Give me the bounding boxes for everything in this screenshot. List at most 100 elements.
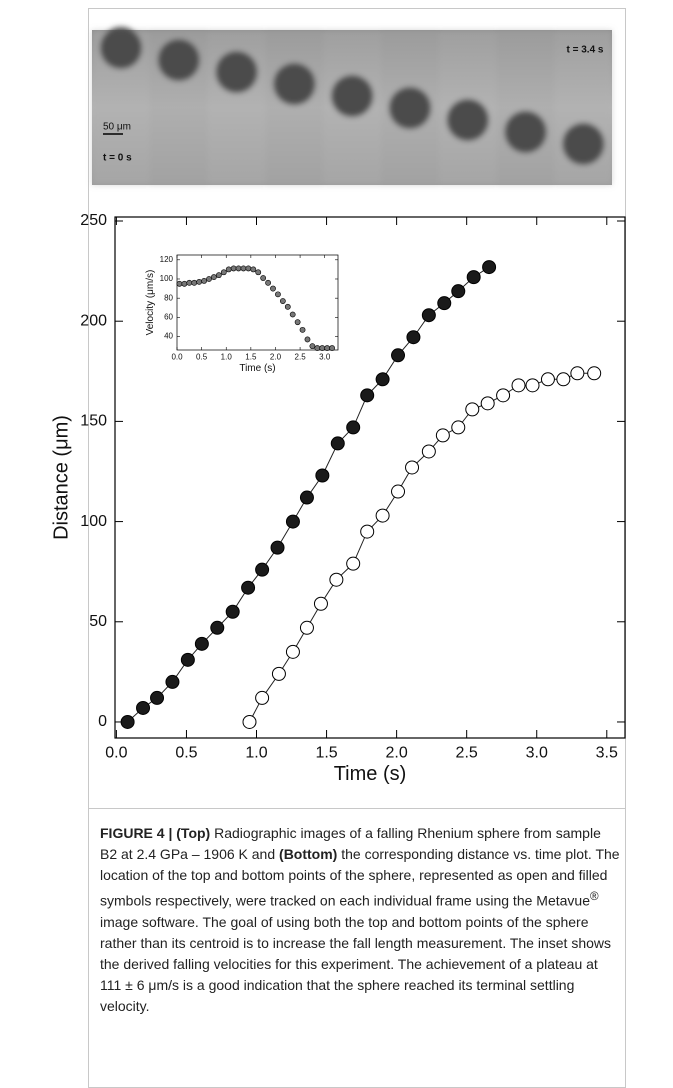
data-point (260, 275, 267, 281)
strip-label: t = 3.4 s (567, 45, 604, 56)
sphere (273, 63, 316, 105)
data-point (496, 388, 511, 403)
data-point (285, 644, 300, 659)
sphere (215, 51, 258, 93)
data-point (360, 524, 375, 539)
data-point (329, 345, 335, 351)
data-point (466, 270, 481, 285)
sphere (504, 111, 547, 153)
y-axis-title: Distance (μm) (50, 415, 72, 540)
caption: FIGURE 4 | (Top) Radiographic images of … (100, 823, 620, 1017)
x-tick-label: 2.0 (270, 353, 282, 362)
data-point (556, 372, 571, 387)
data-point (255, 562, 270, 577)
radiograph-strip: t = 3.4 s 50 μm t = 0 s (92, 27, 613, 185)
x-tick-label: 3.5 (596, 744, 618, 761)
data-point (482, 260, 497, 275)
sphere (389, 87, 431, 129)
data-point (570, 366, 585, 381)
data-point (210, 620, 225, 635)
x-axis-title: Time (s) (334, 763, 407, 785)
data-point (289, 311, 296, 318)
data-point (242, 714, 257, 729)
data-point (284, 303, 291, 310)
data-point (319, 345, 326, 351)
data-point (150, 690, 165, 705)
data-point (465, 402, 480, 417)
y-tick-label: 40 (164, 332, 173, 341)
data-point (421, 308, 436, 323)
data-point (405, 460, 420, 475)
x-tick-label: 0.5 (196, 353, 208, 362)
data-point (120, 714, 135, 729)
data-point (406, 330, 421, 345)
data-point (250, 266, 257, 273)
data-point (265, 279, 271, 286)
data-point (215, 272, 222, 279)
figure: t = 3.4 s 50 μm t = 0 s 0.0 0.5 1.0 1.5 2.0 2… (50, 27, 626, 785)
data-point (225, 266, 232, 273)
y-axis-title: Velocity (μm/s) (145, 270, 156, 336)
y-tick-label: 50 (89, 613, 107, 630)
x-tick-label: 1.0 (245, 744, 267, 761)
x-tick-label: 2.5 (295, 353, 307, 362)
data-point (294, 319, 301, 326)
data-point (480, 396, 495, 411)
data-point (540, 372, 555, 387)
y-tick-label: 120 (160, 255, 174, 264)
data-point (194, 636, 209, 651)
data-point (230, 265, 237, 272)
data-point (375, 372, 390, 387)
sphere (562, 123, 605, 165)
data-point (587, 366, 602, 381)
caption-bottom: (Bottom) (279, 846, 338, 862)
data-point (391, 484, 406, 499)
caption-top: (Top) (176, 825, 211, 841)
plot-area (176, 254, 339, 351)
strip-label: 50 μm (103, 122, 131, 133)
data-point (346, 556, 361, 571)
data-point (271, 666, 286, 681)
data-point (315, 468, 330, 483)
data-point (186, 279, 193, 286)
sphere (446, 99, 489, 141)
data-point (235, 265, 242, 272)
data-point (375, 508, 390, 523)
data-point (255, 690, 270, 705)
data-point (451, 420, 466, 435)
y-tick-label: 60 (164, 312, 173, 321)
caption-separator (88, 808, 626, 809)
caption-text: image software. The goal of using both t… (100, 913, 612, 1014)
x-tick-label: 0.5 (175, 744, 197, 761)
x-tick-label: 2.0 (385, 744, 407, 761)
data-point (437, 296, 452, 311)
data-point (181, 280, 188, 287)
x-tick-label: 1.5 (245, 353, 257, 362)
strip-label: t = 0 s (103, 153, 132, 164)
data-point (201, 278, 207, 284)
x-axis-title: Time (s) (239, 363, 275, 374)
data-point (211, 274, 217, 280)
x-tick-label: 0.0 (171, 353, 183, 362)
data-point (299, 326, 306, 333)
y-tick-label: 150 (80, 413, 107, 430)
frame-tint (496, 30, 555, 185)
data-point (196, 278, 203, 285)
caption-text: Radiographic images of a falling Rhenium… (100, 825, 601, 862)
data-point (511, 378, 526, 393)
data-point (360, 388, 375, 403)
data-point (330, 436, 345, 451)
x-tick-label: 1.0 (221, 353, 233, 362)
data-point (165, 674, 180, 689)
data-point (314, 345, 321, 351)
sphere-frames (92, 27, 613, 185)
data-point (180, 652, 195, 667)
data-point (391, 348, 406, 363)
data-point (225, 604, 240, 619)
data-point (206, 276, 212, 282)
y-tick-label: 80 (164, 293, 173, 302)
data-point (329, 572, 344, 587)
sphere (331, 75, 374, 117)
data-point (270, 285, 276, 292)
data-point (220, 269, 227, 276)
